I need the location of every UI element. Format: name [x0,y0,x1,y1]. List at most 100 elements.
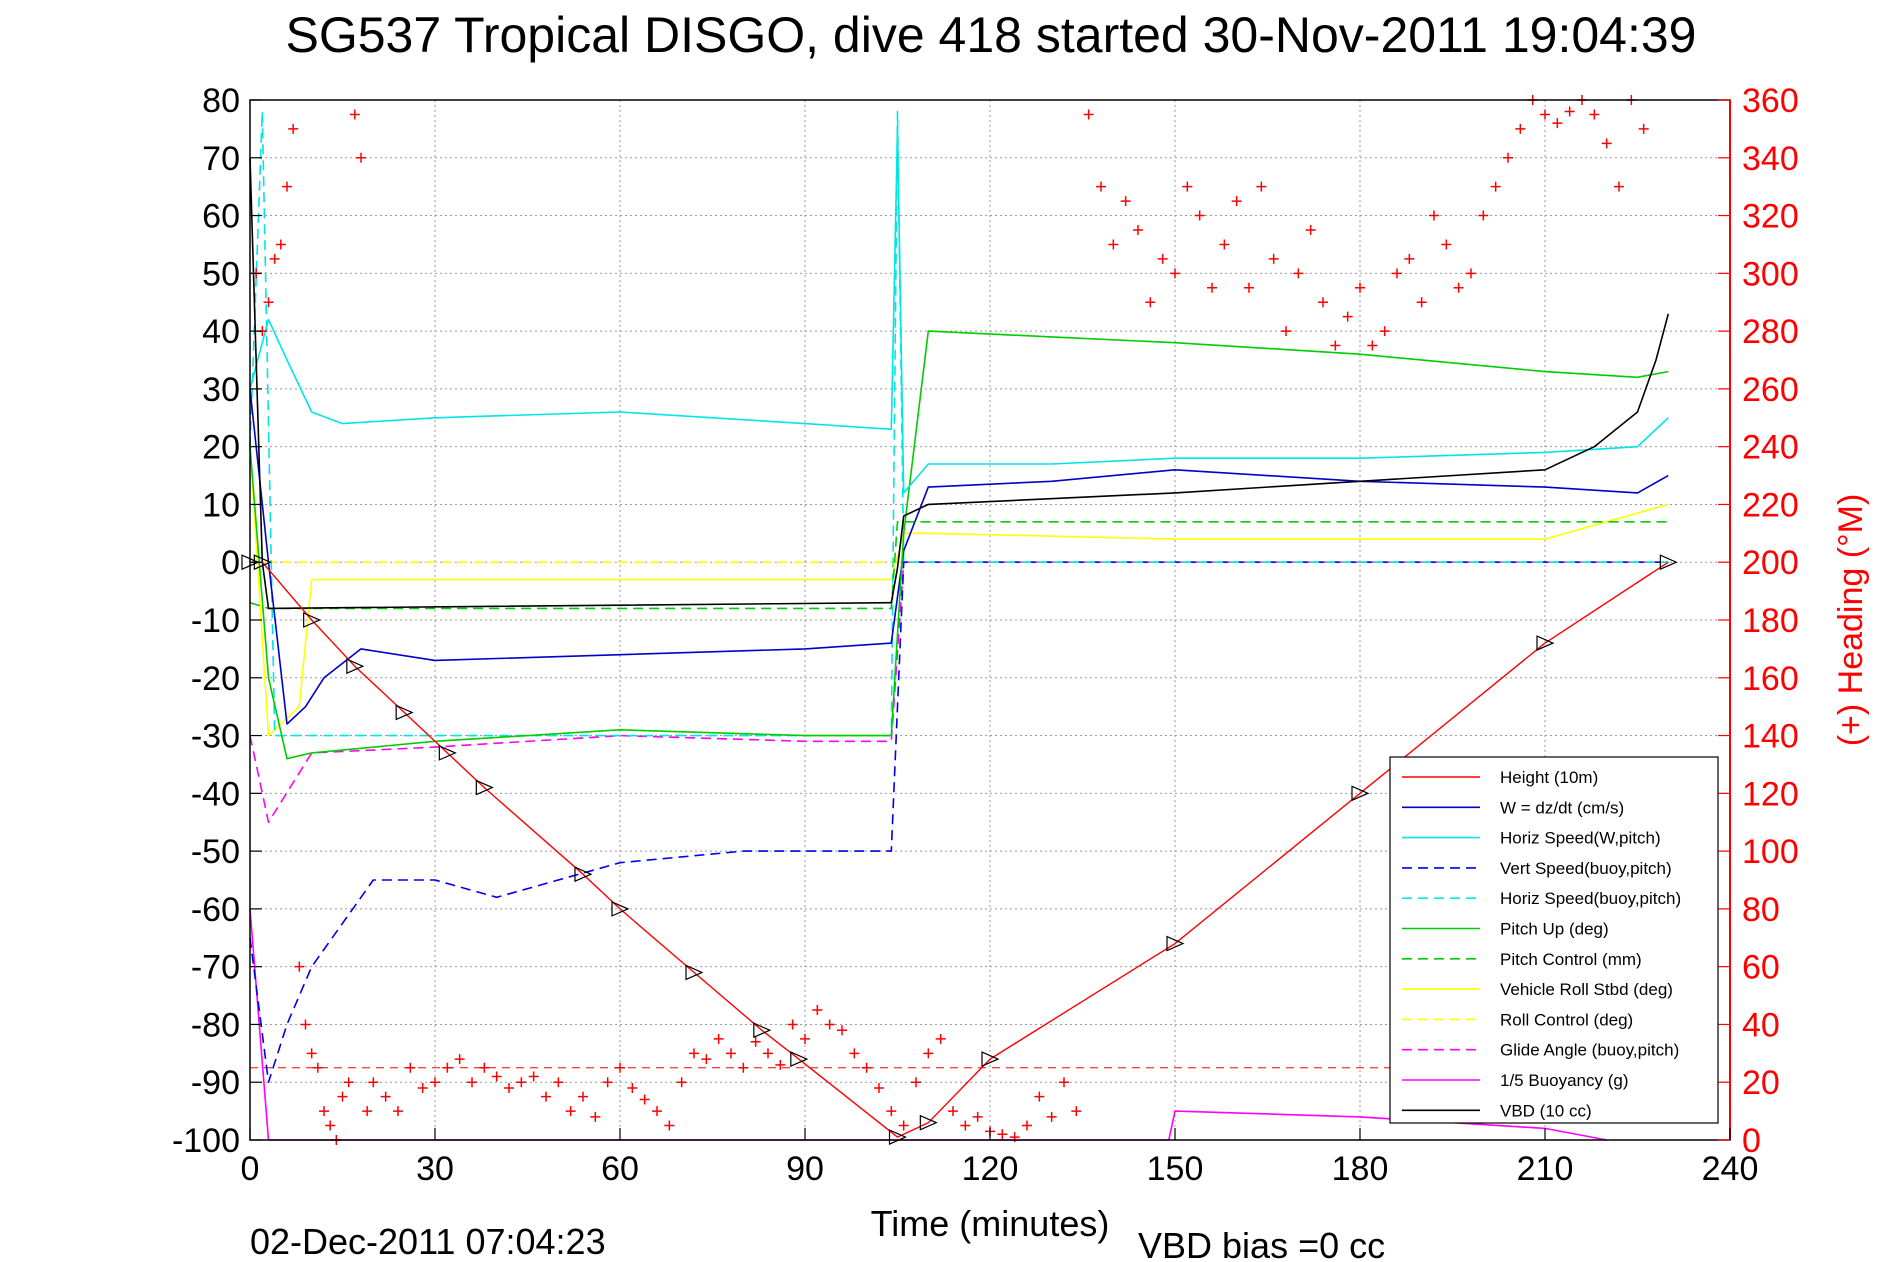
heading-marker [1429,210,1439,221]
heading-marker [1219,239,1230,250]
y-tick-label: 70 [202,140,240,178]
right-tick-label: 80 [1742,891,1780,929]
heading-marker [1601,138,1612,149]
legend-label: Horiz Speed(buoy,pitch) [1500,889,1681,908]
legend: Height (10m) W = dz/dt (cm/s) Horiz Speed(… [1389,756,1719,1124]
heading-marker [1466,268,1476,279]
x-axis-label: Time (minutes) [871,1203,1110,1244]
heading-marker [1083,109,1094,120]
heading-marker [337,1091,348,1102]
right-tick-label: 320 [1742,198,1799,236]
heading-marker [1330,340,1341,351]
heading-marker [676,1077,687,1088]
heading-marker [886,1106,897,1117]
heading-marker [787,1019,798,1030]
heading-marker [837,1025,847,1036]
series-line [249,561,1669,1083]
legend-label: VBD (10 cc) [1500,1101,1592,1120]
heading-marker [1342,311,1353,322]
heading-marker [578,1091,588,1102]
heading-marker [1046,1111,1057,1122]
x-tick-label: 30 [416,1150,454,1188]
heading-marker [467,1077,477,1088]
right-tick-label: 300 [1742,255,1799,293]
right-tick-label: 180 [1742,602,1799,640]
series-lines [249,110,1670,1141]
heading-marker [1564,106,1575,117]
heading-marker [1022,1120,1032,1131]
heading-marker [516,1077,527,1088]
heading-marker [1194,210,1205,221]
series-line [249,446,1669,737]
heading-marker [1478,210,1489,221]
height-marker [303,612,322,628]
legend-label: Glide Angle (buoy,pitch) [1500,1041,1679,1060]
height-marker [1659,554,1678,571]
heading-marker [911,1077,921,1088]
height-marker [1166,935,1185,952]
heading-marker [288,123,299,134]
x-tick-label: 210 [1517,1150,1574,1188]
heading-marker [491,1071,502,1082]
y-tick-label: -90 [191,1064,240,1102]
heading-marker [479,1062,490,1073]
heading-marker [1503,152,1513,163]
series-line [249,330,1669,760]
y-tick-label: 10 [202,486,240,524]
heading-marker [824,1019,835,1030]
right-tick-label: 280 [1742,313,1799,351]
heading-marker [1108,239,1119,250]
right-tick-label: 360 [1742,82,1799,120]
right-tick-label: 240 [1742,429,1799,467]
heading-marker [923,1048,934,1059]
heading-marker [319,1106,329,1117]
y-tick-label: 40 [202,313,240,351]
y-tick-label: 20 [202,429,240,467]
height-marker [346,658,365,675]
height-marker [1536,635,1555,652]
x-axis-ticks: 0 30 60 90 120 150 180 210 240 [241,1128,1758,1188]
heading-marker [713,1033,724,1044]
heading-marker [1404,253,1415,264]
heading-marker [997,1129,1008,1140]
series-line [250,561,1669,1138]
heading-marker [1540,109,1550,120]
heading-marker [1515,123,1526,134]
heading-marker [1589,109,1600,120]
right-tick-label: 260 [1742,371,1799,409]
heading-marker [1244,282,1254,293]
heading-marker [349,109,360,120]
heading-marker [1120,196,1131,207]
heading-marker [738,1062,749,1073]
legend-label: Vert Speed(buoy,pitch) [1500,859,1672,878]
y-tick-label: -50 [191,833,240,871]
right-tick-label: 0 [1742,1122,1761,1160]
heading-marker [1207,282,1217,293]
y-tick-label: -60 [191,891,240,929]
heading-marker [701,1054,712,1065]
heading-marker [362,1106,373,1117]
legend-label: Horiz Speed(W,pitch) [1500,829,1661,848]
heading-marker [380,1091,391,1102]
heading-marker [1096,181,1106,192]
heading-marker [1490,181,1501,192]
footer-vbd-bias: VBD bias =0 cc [1138,1225,1385,1262]
heading-marker [1441,239,1452,250]
right-tick-label: 40 [1742,1006,1780,1044]
heading-marker [689,1048,699,1059]
right-tick-label: 20 [1742,1064,1780,1102]
right-tick-label: 160 [1742,660,1799,698]
y-tick-label: -30 [191,718,240,756]
heading-marker [639,1094,650,1105]
heading-marker [849,1048,860,1059]
y-tick-label: -100 [172,1122,240,1160]
heading-marker [565,1106,576,1117]
heading-marker [1281,326,1291,337]
heading-marker [1182,181,1193,192]
heading-marker [343,1077,354,1088]
right-tick-label: 120 [1742,775,1799,813]
y-tick-label: -70 [191,949,240,987]
heading-marker [306,1048,317,1059]
heading-marker [1157,253,1168,264]
